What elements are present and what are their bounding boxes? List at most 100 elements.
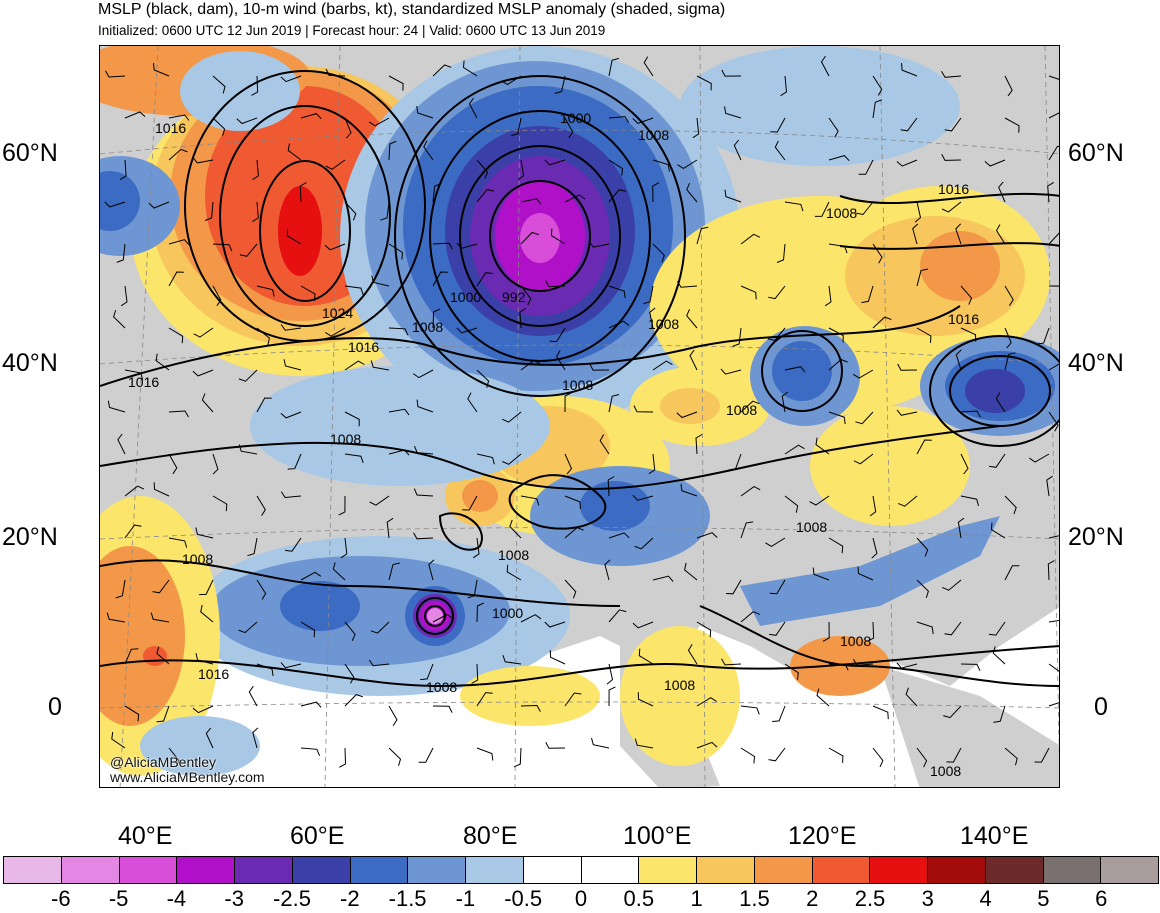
wind-barb [820, 55, 830, 77]
wind-barb [1048, 535, 1059, 539]
colorbar-tick-label: -2 [340, 886, 360, 911]
wind-barb [501, 75, 522, 86]
anomaly-shading [100, 46, 1059, 776]
isobars [100, 70, 1059, 688]
wind-barb [608, 686, 616, 707]
colorbar-tick-label: -2.5 [273, 886, 311, 911]
wind-barb [168, 239, 190, 246]
wind-barb [564, 527, 584, 539]
wind-barb [432, 271, 448, 287]
wind-barb [388, 327, 409, 336]
colorbar-tick-label: 1 [690, 886, 703, 911]
wind-barb [556, 350, 566, 371]
colorbar-tick-label: 2.5 [854, 886, 886, 911]
credit-url[interactable]: www.AliciaMBentley.com [110, 769, 265, 785]
wind-barb [247, 537, 258, 557]
wind-barb [476, 369, 490, 388]
colorbar-tick-label: 0.5 [623, 886, 655, 911]
wind-barb [652, 243, 665, 263]
wind-barb [896, 159, 918, 167]
wind-barb [212, 243, 233, 252]
wind-barb [380, 201, 390, 221]
wind-barb [632, 117, 654, 124]
wind-barb [724, 189, 742, 203]
wind-barb [300, 621, 316, 638]
colorbar-tick-label: 2 [806, 886, 819, 911]
wind-barb [106, 612, 126, 623]
wind-barb [388, 140, 397, 161]
wind-barb [432, 613, 454, 623]
wind-barb [784, 444, 805, 455]
wind-barb [1004, 352, 1016, 371]
lat-label-left: 60°N [2, 139, 58, 167]
wind-barb [564, 579, 577, 599]
wind-barb [388, 449, 410, 456]
wind-barb [998, 181, 1006, 203]
isobar-label: 1008 [182, 551, 213, 567]
wind-barb [471, 663, 479, 684]
wind-barb [344, 360, 365, 371]
wind-barb [1048, 620, 1059, 623]
wind-barb [916, 579, 929, 599]
wind-barb [608, 320, 630, 329]
lat-label-left: 40°N [2, 349, 58, 377]
colorbar-swatch [870, 857, 928, 883]
wind-barb [696, 621, 712, 638]
wind-barb [300, 747, 321, 756]
wind-barb [520, 285, 532, 306]
colorbar-swatch [350, 857, 409, 883]
wind-barb [1004, 327, 1012, 349]
wind-barb [872, 75, 883, 96]
wind-barb [652, 360, 673, 371]
wind-barb [344, 694, 364, 707]
wind-barb [1046, 475, 1053, 497]
wind-barb [696, 741, 718, 749]
wind-barb [993, 705, 1006, 723]
wind-barb [960, 453, 969, 475]
wind-barb [476, 272, 493, 287]
wind-barb [740, 747, 756, 764]
wind-barb [200, 604, 214, 623]
wind-barb [608, 609, 627, 623]
wind-barb [511, 117, 522, 137]
wind-barb [770, 117, 786, 133]
wind-barb [1047, 181, 1054, 203]
wind-barb [205, 727, 214, 749]
colorbar-tick-label: -4 [166, 886, 187, 911]
wind-barb [280, 75, 302, 83]
wind-barb [414, 445, 434, 455]
wind-barb [252, 159, 259, 181]
wind-barb [634, 537, 654, 550]
wind-barb [676, 280, 698, 288]
wind-barb [696, 226, 709, 245]
wind-barb [689, 349, 698, 371]
wind-barb [857, 566, 874, 581]
wind-barb [325, 68, 346, 77]
wind-barb [467, 392, 478, 413]
isobar-label: 1008 [412, 319, 443, 335]
wind-barb [280, 324, 302, 331]
wind-barb [634, 738, 654, 749]
colorbar-tick-label: -3 [224, 886, 244, 911]
wind-barb [325, 159, 346, 170]
wind-barb [992, 646, 1006, 665]
wind-barb [256, 663, 274, 677]
wind-barb [740, 486, 761, 497]
wind-barb [943, 705, 962, 719]
wind-barb [872, 316, 892, 329]
isobar-label: 1008 [562, 377, 593, 393]
wind-barb [192, 157, 214, 164]
wind-barb [643, 285, 654, 305]
wind-barb [897, 363, 918, 371]
wind-barb [765, 537, 786, 547]
wind-barb [513, 747, 522, 768]
wind-barb [520, 614, 542, 623]
colorbar-swatch [119, 857, 178, 883]
wind-barb [637, 692, 654, 707]
wind-barb [898, 495, 918, 507]
wind-barb [105, 70, 126, 78]
wind-barb [117, 433, 126, 455]
wind-barb [1029, 453, 1050, 463]
wind-barb [287, 453, 302, 470]
wind-barb [168, 148, 188, 161]
